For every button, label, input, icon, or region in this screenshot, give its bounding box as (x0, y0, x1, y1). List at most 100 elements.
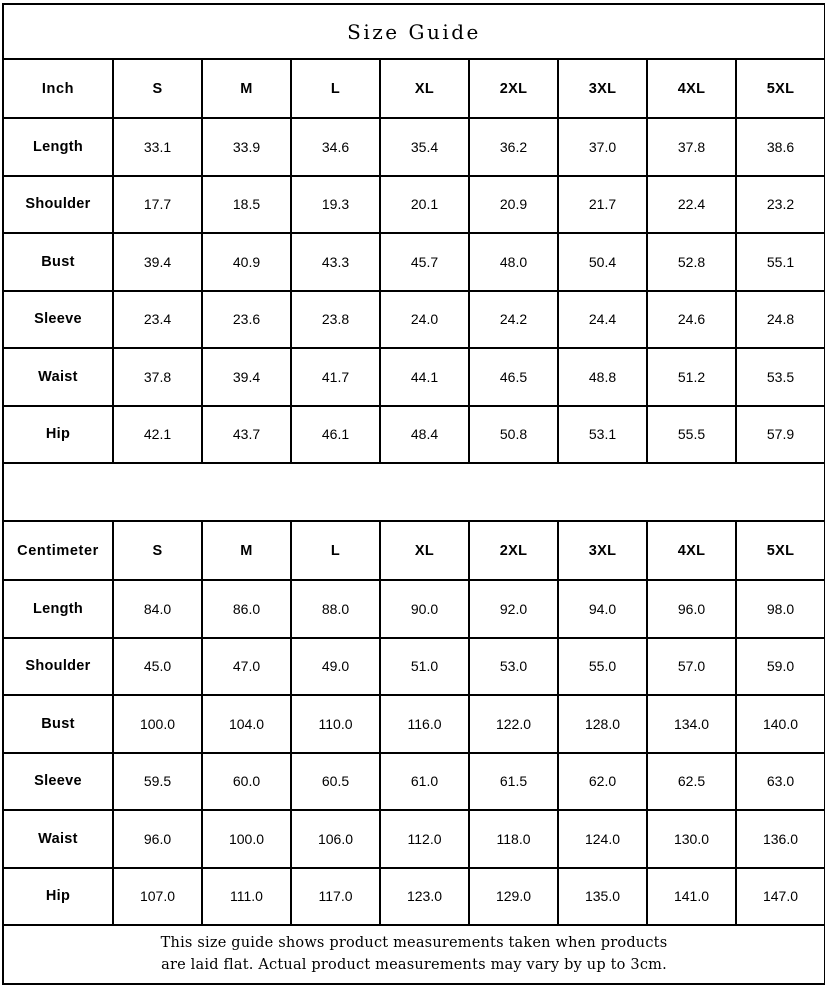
footer-row: This size guide shows product measuremen… (1, 924, 825, 985)
table-row: Waist 96.0 100.0 106.0 112.0 118.0 124.0… (2, 809, 825, 869)
cell-value: 51.0 (379, 636, 470, 696)
row-label: Length (2, 579, 114, 639)
cell-value: 46.5 (468, 347, 559, 407)
row-label: Bust (2, 232, 114, 292)
cell-value: 94.0 (557, 579, 648, 639)
cell-value: 37.8 (646, 117, 737, 177)
column-header-m: M (201, 520, 292, 581)
row-label: Waist (2, 347, 114, 407)
cell-value: 33.9 (201, 117, 292, 177)
cell-value: 140.0 (734, 694, 825, 754)
cell-value: 62.0 (557, 751, 648, 811)
cell-value: 24.4 (557, 289, 648, 349)
cell-value: 50.8 (468, 404, 559, 464)
column-header-5xl: 5XL (734, 58, 825, 119)
cell-value: 34.6 (290, 117, 381, 177)
cell-value: 100.0 (112, 694, 203, 754)
cell-value: 136.0 (734, 809, 825, 869)
table-row: Sleeve 59.5 60.0 60.5 61.0 61.5 62.0 62.… (2, 751, 825, 811)
cell-value: 141.0 (646, 866, 737, 926)
cell-value: 123.0 (379, 866, 470, 926)
cell-value: 44.1 (379, 347, 470, 407)
cell-value: 43.7 (201, 404, 292, 464)
table-row: Length 84.0 86.0 88.0 90.0 92.0 94.0 96.… (2, 579, 825, 639)
cell-value: 49.0 (290, 636, 381, 696)
cell-value: 55.1 (734, 232, 825, 292)
cell-value: 33.1 (112, 117, 203, 177)
cell-value: 24.6 (646, 289, 737, 349)
row-label: Bust (2, 694, 114, 754)
cell-value: 57.9 (734, 404, 825, 464)
cell-value: 48.8 (557, 347, 648, 407)
cell-value: 51.2 (646, 347, 737, 407)
cell-value: 48.0 (468, 232, 559, 292)
page-title: Size Guide (347, 19, 481, 44)
cell-value: 57.0 (646, 636, 737, 696)
cell-value: 122.0 (468, 694, 559, 754)
cell-value: 55.0 (557, 636, 648, 696)
cell-value: 88.0 (290, 579, 381, 639)
cell-value: 42.1 (112, 404, 203, 464)
size-guide-table: Size Guide Inch S M L XL 2XL 3XL 4XL 5XL… (1, 3, 825, 985)
cell-value: 129.0 (468, 866, 559, 926)
title-row: Size Guide (1, 3, 825, 60)
cell-value: 23.2 (734, 174, 825, 234)
cell-value: 110.0 (290, 694, 381, 754)
column-header-4xl: 4XL (646, 58, 737, 119)
table-row: Bust 100.0 104.0 110.0 116.0 122.0 128.0… (2, 694, 825, 754)
column-header-5xl: 5XL (734, 520, 825, 581)
cell-value: 116.0 (379, 694, 470, 754)
footer-note-cell: This size guide shows product measuremen… (1, 924, 825, 985)
column-header-2xl: 2XL (468, 520, 559, 581)
unit-label-centimeter: Centimeter (2, 520, 114, 581)
cell-value: 86.0 (201, 579, 292, 639)
header-row-inch: Inch S M L XL 2XL 3XL 4XL 5XL (2, 58, 825, 119)
unit-label-inch: Inch (2, 58, 114, 119)
cell-value: 61.5 (468, 751, 559, 811)
cell-value: 45.7 (379, 232, 470, 292)
cell-value: 128.0 (557, 694, 648, 754)
cell-value: 20.9 (468, 174, 559, 234)
column-header-s: S (112, 520, 203, 581)
cell-value: 135.0 (557, 866, 648, 926)
cell-value: 24.0 (379, 289, 470, 349)
cell-value: 107.0 (112, 866, 203, 926)
cell-value: 46.1 (290, 404, 381, 464)
column-header-3xl: 3XL (557, 520, 648, 581)
table-row: Bust 39.4 40.9 43.3 45.7 48.0 50.4 52.8 … (2, 232, 825, 292)
table-row: Length 33.1 33.9 34.6 35.4 36.2 37.0 37.… (2, 117, 825, 177)
cell-value: 53.0 (468, 636, 559, 696)
cell-value: 23.8 (290, 289, 381, 349)
cell-value: 48.4 (379, 404, 470, 464)
cell-value: 23.6 (201, 289, 292, 349)
cell-value: 104.0 (201, 694, 292, 754)
cell-value: 39.4 (112, 232, 203, 292)
row-label: Hip (2, 866, 114, 926)
cell-value: 124.0 (557, 809, 648, 869)
cell-value: 98.0 (734, 579, 825, 639)
cell-value: 62.5 (646, 751, 737, 811)
cell-value: 96.0 (646, 579, 737, 639)
cell-value: 147.0 (734, 866, 825, 926)
cell-value: 18.5 (201, 174, 292, 234)
row-label: Sleeve (2, 289, 114, 349)
table-row: Hip 42.1 43.7 46.1 48.4 50.8 53.1 55.5 5… (2, 404, 825, 464)
cell-value: 21.7 (557, 174, 648, 234)
cell-value: 53.1 (557, 404, 648, 464)
column-header-l: L (290, 520, 381, 581)
column-header-m: M (201, 58, 292, 119)
cell-value: 112.0 (379, 809, 470, 869)
table-separator-row (1, 462, 825, 522)
cell-value: 84.0 (112, 579, 203, 639)
cell-value: 106.0 (290, 809, 381, 869)
cell-value: 47.0 (201, 636, 292, 696)
cell-value: 17.7 (112, 174, 203, 234)
column-header-xl: XL (379, 58, 470, 119)
size-guide-page: Size Guide Inch S M L XL 2XL 3XL 4XL 5XL… (1, 3, 825, 985)
cell-value: 100.0 (201, 809, 292, 869)
cell-value: 36.2 (468, 117, 559, 177)
table-row: Shoulder 17.7 18.5 19.3 20.1 20.9 21.7 2… (2, 174, 825, 234)
cell-value: 45.0 (112, 636, 203, 696)
row-label: Shoulder (2, 174, 114, 234)
cell-value: 52.8 (646, 232, 737, 292)
